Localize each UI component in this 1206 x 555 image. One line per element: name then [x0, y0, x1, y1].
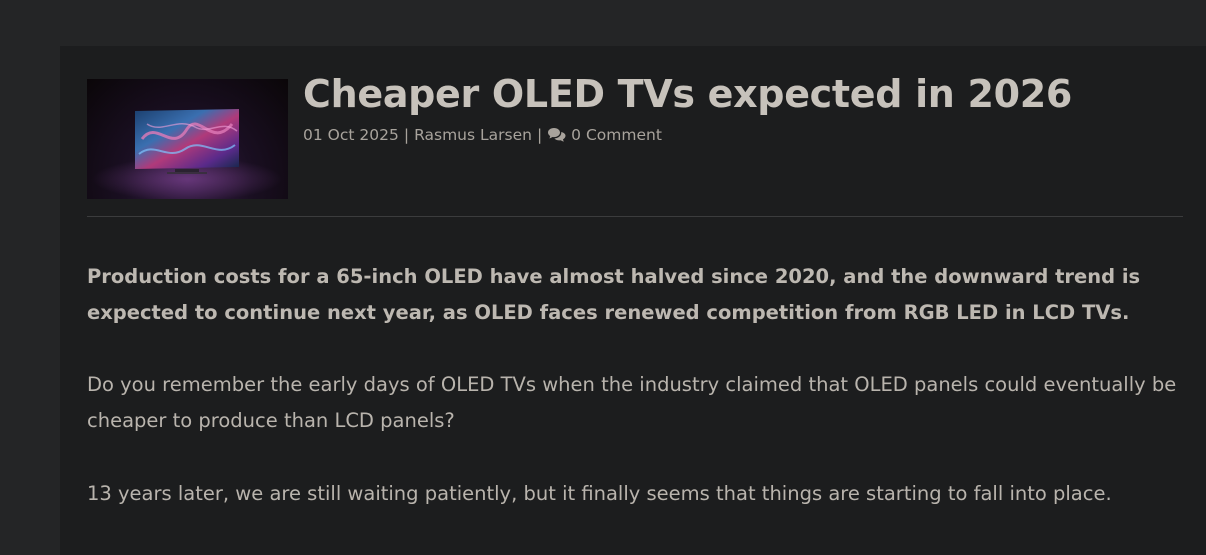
- author-link[interactable]: Rasmus Larsen: [414, 126, 532, 144]
- article-date: 01 Oct 2025: [303, 126, 399, 144]
- divider: [87, 216, 1183, 217]
- meta-separator: |: [403, 126, 410, 144]
- article-card: Cheaper OLED TVs expected in 2026 01 Oct…: [60, 46, 1206, 555]
- comments-icon: [547, 127, 567, 148]
- article-title[interactable]: Cheaper OLED TVs expected in 2026: [303, 72, 1073, 116]
- comments-link[interactable]: 0 Comment: [547, 126, 662, 144]
- meta-separator: |: [536, 126, 543, 144]
- comments-count: 0 Comment: [571, 126, 662, 144]
- article-paragraph: Do you remember the early days of OLED T…: [87, 373, 1177, 432]
- article-lead: Production costs for a 65-inch OLED have…: [87, 265, 1141, 324]
- article-meta: 01 Oct 2025 | Rasmus Larsen | 0 Comment: [303, 125, 662, 148]
- oled-tv-thumbnail-icon: [92, 109, 282, 199]
- article-paragraph: 13 years later, we are still waiting pat…: [87, 482, 1112, 505]
- article-thumbnail[interactable]: [87, 79, 288, 199]
